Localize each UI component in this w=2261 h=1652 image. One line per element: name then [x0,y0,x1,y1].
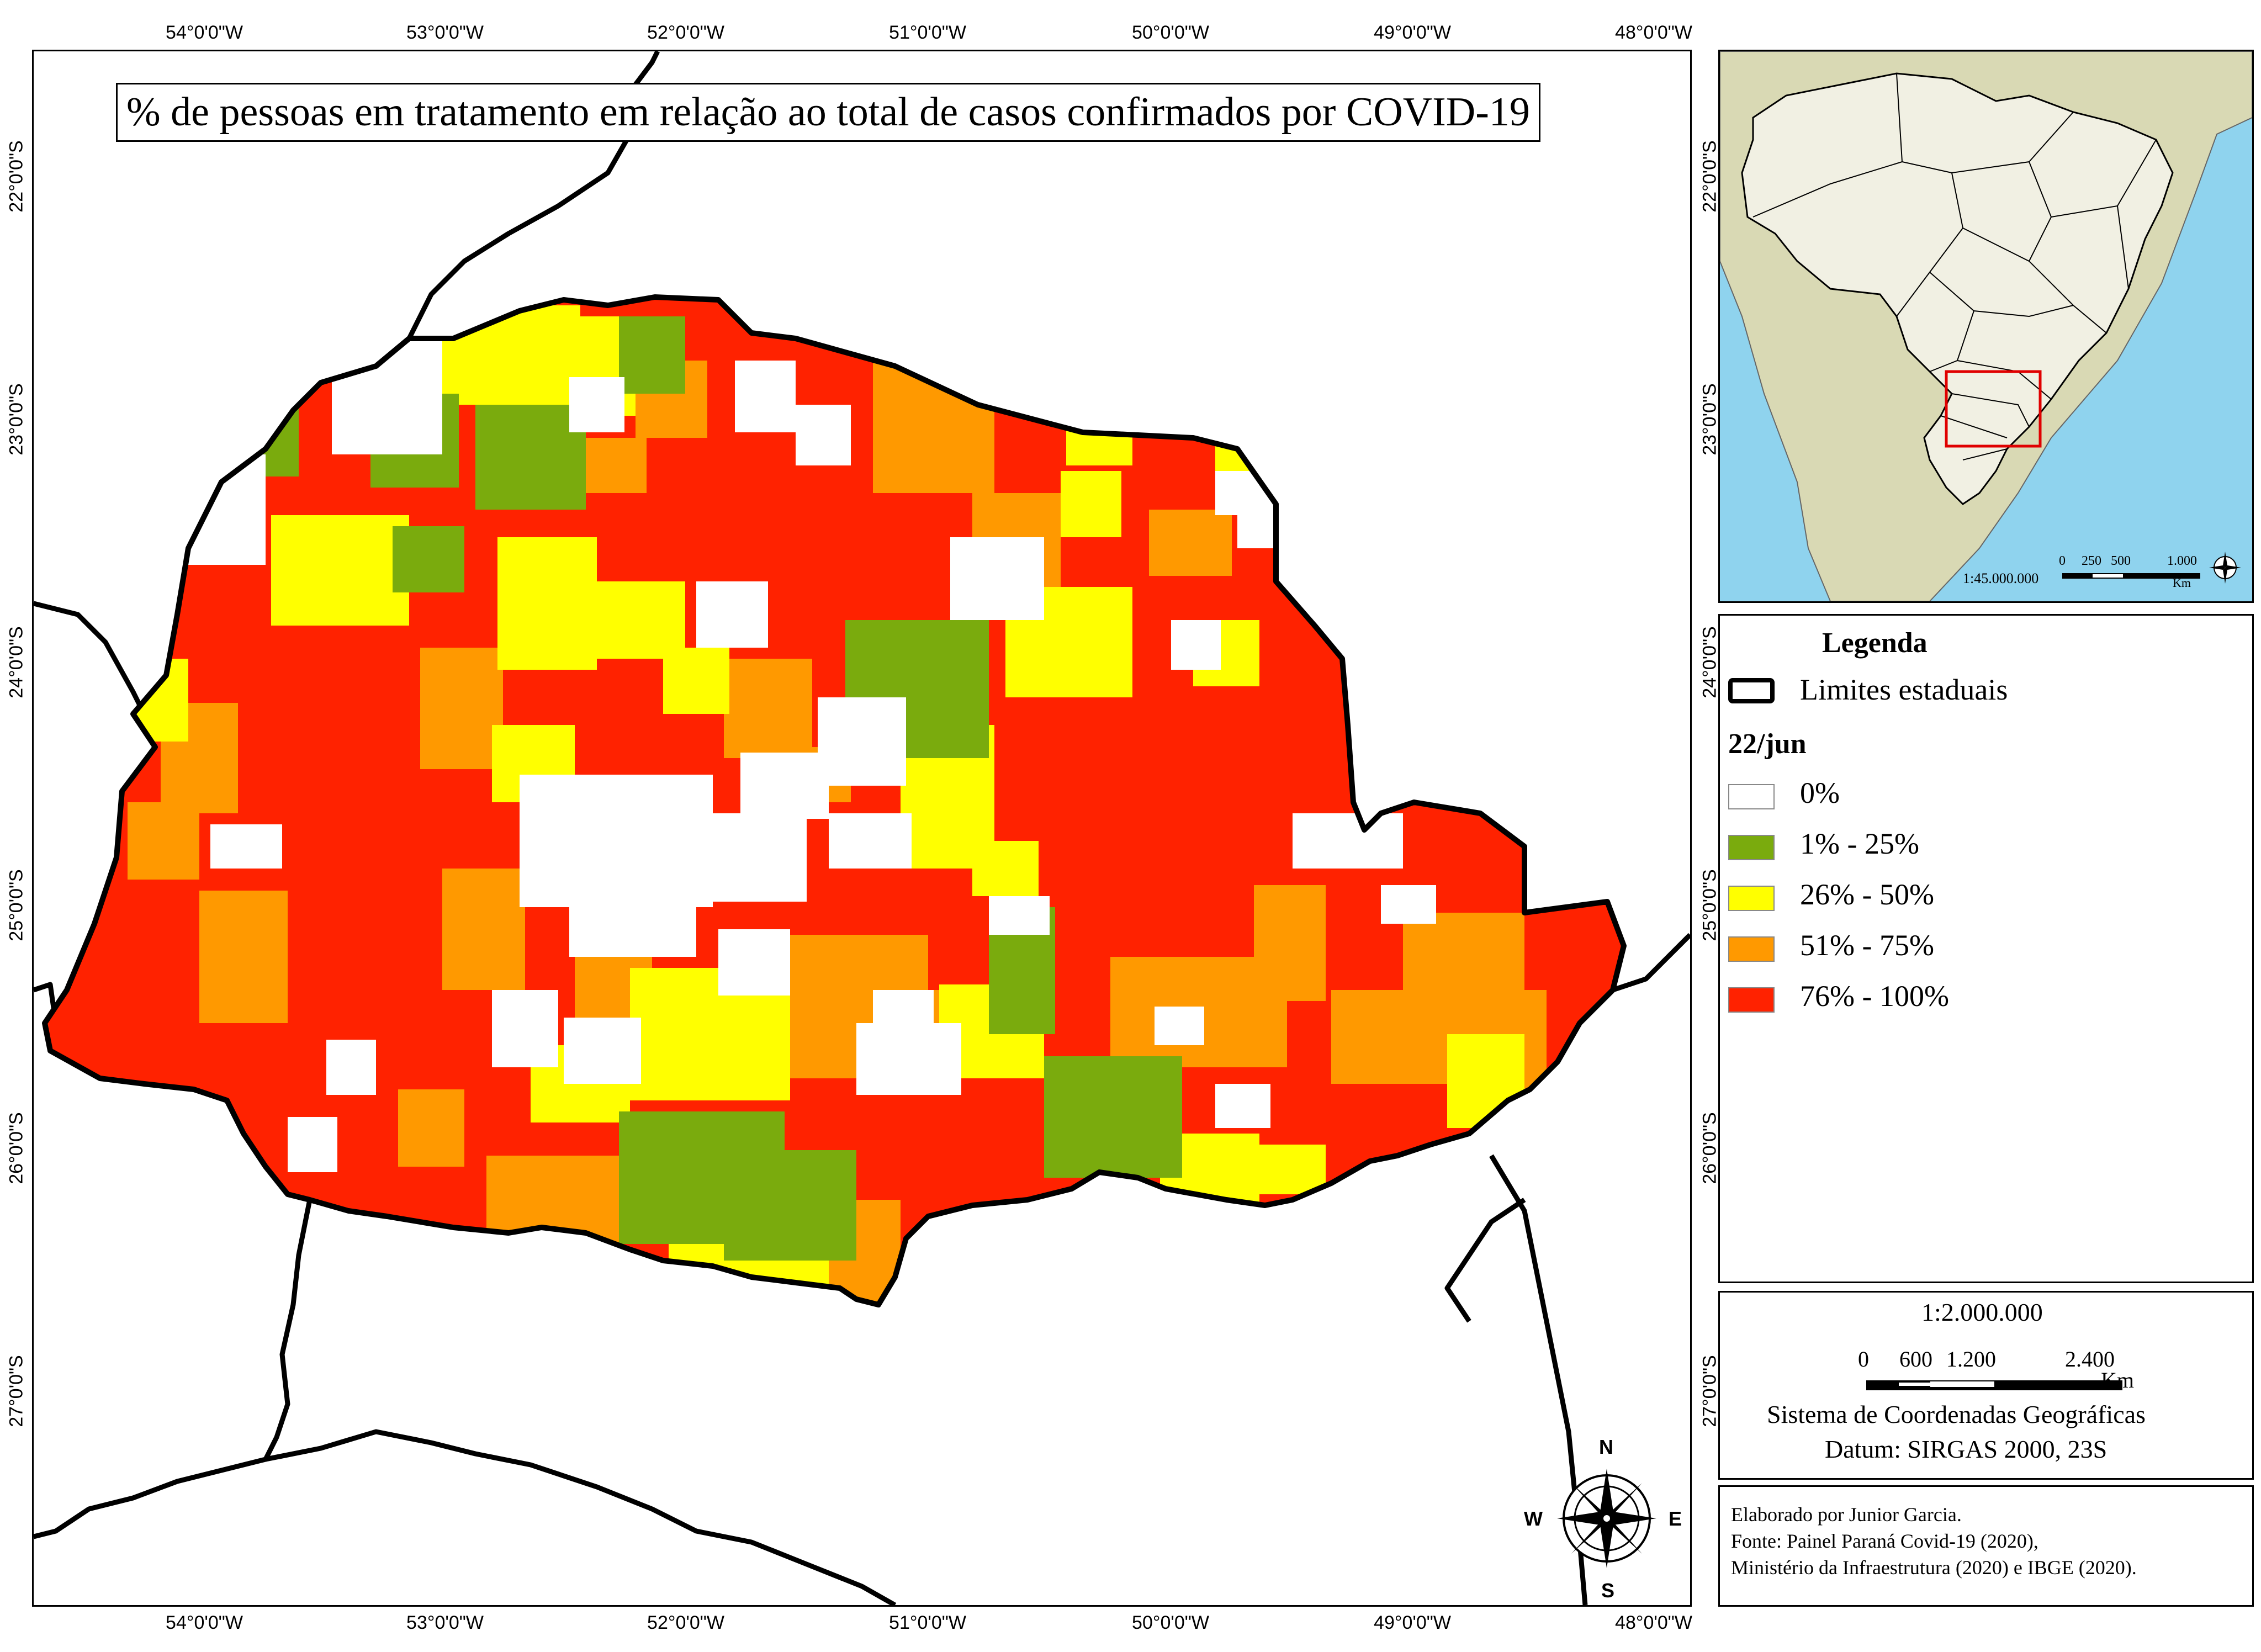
legend-class-label: 76% - 100% [1800,979,1949,1013]
legend-panel [1718,614,2254,1283]
lat-label: 22°0'0"S [1699,140,1720,213]
lat-label: 23°0'0"S [1699,383,1720,456]
lat-label: 26°0'0"S [1699,1112,1720,1184]
lon-label: 54°0'0"W [166,1612,243,1633]
scale-unit: Km [2101,1368,2134,1392]
inset-scale-ratio: 1:45.000.000 [1963,570,2039,586]
lon-label: 48°0'0"W [1615,1612,1692,1633]
legend-class-label: 0% [1800,776,1840,809]
scale-label: 2.400 [2065,1347,2115,1372]
lon-label: 54°0'0"W [166,22,243,43]
scale-label: 1.200 [1946,1347,1996,1372]
lon-label: 50°0'0"W [1132,1612,1209,1633]
legend-boundary-label: Limites estaduais [1800,673,2008,706]
datum: Datum: SIRGAS 2000, 23S [1825,1435,2108,1463]
lon-label: 51°0'0"W [889,22,966,43]
legend-swatch-4 [1728,987,1775,1013]
inset-map-frame [1718,50,2254,603]
inset-scale-label: 0 [2059,554,2066,568]
coordinate-system: Sistema de Coordenadas Geográficas [1767,1400,2146,1428]
inset-scale-unit: Km [2173,576,2191,590]
legend-date: 22/jun [1728,728,1807,760]
compass-e: E [1669,1507,1682,1530]
credits-source-2: Ministério da Infraestrutura (2020) e IB… [1731,1556,2137,1579]
brazil-locator-map: 1:45.000.000 0 250 500 1.000 Km [1720,51,2252,601]
compass-s: S [1601,1579,1615,1602]
lon-label: 52°0'0"W [647,1612,724,1633]
scale-ratio: 1:2.000.000 [1921,1298,2043,1326]
lon-label: 51°0'0"W [889,1612,966,1633]
compass-n: N [1599,1436,1613,1458]
scale-bar [1866,1380,2122,1390]
lat-label: 25°0'0"S [6,869,27,941]
lon-label: 50°0'0"W [1132,22,1209,43]
legend-swatch-1 [1728,835,1775,860]
lon-label: 49°0'0"W [1374,1612,1451,1633]
legend-boundary-symbol [1728,678,1775,703]
credits-author: Elaborado por Junior Garcia. [1731,1503,1962,1526]
parana-choropleth-map [34,51,1690,1605]
scale-label: 0 [1858,1347,1869,1372]
lon-label: 53°0'0"W [406,1612,484,1633]
lat-label: 24°0'0"S [6,626,27,698]
inset-scale-label: 500 [2111,554,2131,568]
map-title: % de pessoas em tratamento em relação ao… [116,83,1540,142]
lat-label: 25°0'0"S [1699,869,1720,941]
compass-icon [2209,552,2241,584]
credits-source-1: Fonte: Painel Paraná Covid-19 (2020), [1731,1530,2038,1552]
inset-scale-bar [2062,573,2200,579]
compass-w: W [1524,1507,1543,1530]
inset-scale-label: 250 [2082,554,2101,568]
scale-panel [1718,1291,2254,1480]
compass-icon [1557,1469,1656,1568]
legend-class-label: 1% - 25% [1800,827,1919,860]
legend-class-label: 51% - 75% [1800,929,1934,962]
credits-panel [1718,1485,2254,1607]
main-map-frame [32,50,1692,1607]
compass-rose: N S W E [1518,1430,1695,1607]
legend-swatch-2 [1728,886,1775,911]
lat-label: 22°0'0"S [6,140,27,213]
lat-label: 24°0'0"S [1699,626,1720,698]
lat-label: 26°0'0"S [6,1112,27,1184]
lat-label: 27°0'0"S [1699,1355,1720,1427]
inset-scale-label: 1.000 [2167,554,2197,568]
legend-title: Legenda [1822,627,1928,659]
lon-label: 48°0'0"W [1615,22,1692,43]
parana-highlight-box [1945,370,2042,448]
legend-class-label: 26% - 50% [1800,878,1934,911]
lon-label: 53°0'0"W [406,22,484,43]
legend-swatch-0 [1728,784,1775,809]
legend-swatch-3 [1728,936,1775,962]
parana-state-boundary [42,294,1627,1307]
scale-label: 600 [1899,1347,1932,1372]
inset-compass [2206,548,2244,587]
lon-label: 52°0'0"W [647,22,724,43]
lat-label: 23°0'0"S [6,383,27,456]
lon-label: 49°0'0"W [1374,22,1451,43]
lat-label: 27°0'0"S [6,1355,27,1427]
